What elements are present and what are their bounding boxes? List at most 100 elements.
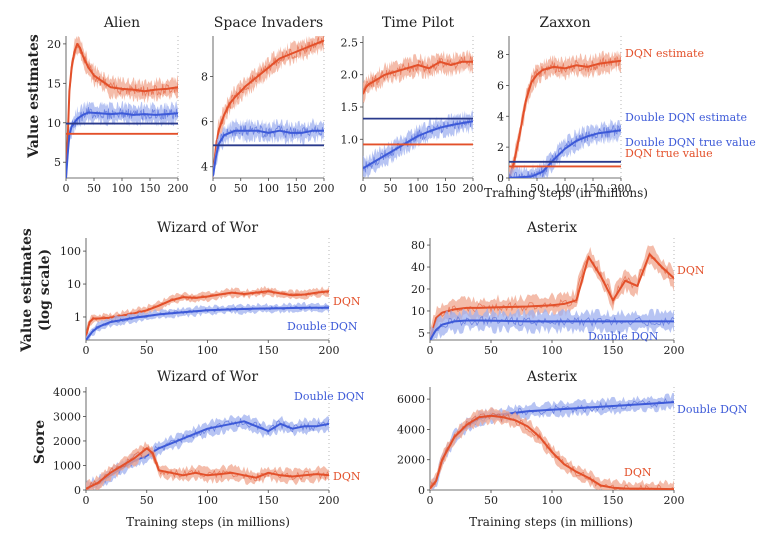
x-tick-label: 50 xyxy=(140,494,154,507)
plot-area xyxy=(86,285,329,340)
series-raw-line-dqn xyxy=(430,412,674,490)
ylabel-bottom: Score xyxy=(32,420,48,464)
series-band-dqn xyxy=(430,406,674,490)
x-tick-label: 150 xyxy=(435,182,456,195)
series-line-double_dqn xyxy=(213,129,324,176)
y-tick-label: 4 xyxy=(201,161,208,174)
y-tick-label: 10 xyxy=(47,117,61,130)
x-tick-label: 0 xyxy=(63,182,70,195)
x-tick-label: 50 xyxy=(530,182,544,195)
x-tick-label: 200 xyxy=(314,182,335,195)
label-wow-value-dqn: DQN xyxy=(333,295,361,308)
x-tick-label: 0 xyxy=(83,344,90,357)
y-tick-label: 2000 xyxy=(397,454,425,467)
label-zaxxon-ddqn-estimate: Double DQN estimate xyxy=(625,111,747,124)
y-tick-label: 8 xyxy=(497,49,504,62)
y-tick-label: 1.0 xyxy=(341,133,359,146)
y-tick-label: 0 xyxy=(418,484,425,497)
x-tick-label: 0 xyxy=(506,182,513,195)
y-tick-label: 0 xyxy=(497,172,504,185)
series-raw-line-double_dqn xyxy=(363,117,473,173)
y-tick-label: 4000 xyxy=(53,386,81,399)
x-tick-label: 50 xyxy=(234,182,248,195)
x-tick-label: 0 xyxy=(427,344,434,357)
subplot-title: Wizard of Wor xyxy=(157,220,258,236)
subplot-title: Zaxxon xyxy=(539,15,590,31)
y-tick-label: 1000 xyxy=(53,459,81,472)
x-tick-label: 200 xyxy=(319,494,340,507)
series-line-dqn xyxy=(86,447,329,490)
x-tick-label: 200 xyxy=(611,182,632,195)
subplot-alien: Alien 0 50 100 150 200 5 10 15 20 xyxy=(47,15,189,195)
x-tick-label: 150 xyxy=(583,182,604,195)
ylabel-middle-line2: (log scale) xyxy=(37,249,53,331)
series-line-double_dqn xyxy=(363,120,473,170)
x-tick-label: 200 xyxy=(664,344,685,357)
plot-area xyxy=(86,414,329,490)
xlabel-top: Training steps (in millions) xyxy=(484,186,648,200)
series-line-double_dqn xyxy=(430,319,674,340)
x-tick-label: 100 xyxy=(197,344,218,357)
subplot-title: Wizard of Wor xyxy=(157,369,258,385)
x-tick-label: 0 xyxy=(427,494,434,507)
y-tick-label: 8 xyxy=(201,71,208,84)
y-tick-label: 4 xyxy=(497,110,504,123)
label-zaxxon-ddqn-true: Double DQN true value xyxy=(625,136,756,149)
x-tick-label: 50 xyxy=(484,494,498,507)
x-tick-label: 50 xyxy=(484,344,498,357)
y-tick-label: 2000 xyxy=(53,435,81,448)
y-tick-label: 20 xyxy=(411,283,425,296)
subplot-title: Space Invaders xyxy=(214,15,323,31)
y-tick-label: 6 xyxy=(201,116,208,129)
plot-area xyxy=(363,49,473,178)
y-tick-label: 2.0 xyxy=(341,69,359,82)
x-tick-label: 150 xyxy=(603,344,624,357)
subplot-title: Time Pilot xyxy=(382,15,455,31)
subplot-space-invaders: Space Invaders 0 50 100 150 200 4 6 8 xyxy=(201,15,335,195)
ylabel-top: Value estimates xyxy=(26,34,42,159)
y-tick-label: 6 xyxy=(497,79,504,92)
series-line-dqn xyxy=(509,59,621,178)
series-line-dqn xyxy=(86,290,329,338)
y-tick-label: 0 xyxy=(74,484,81,497)
x-tick-label: 0 xyxy=(83,494,90,507)
x-tick-label: 0 xyxy=(360,182,367,195)
plot-area xyxy=(509,50,621,178)
label-zaxxon-dqn-estimate: DQN estimate xyxy=(625,47,704,60)
series-band-dqn xyxy=(363,49,473,104)
plot-area xyxy=(430,245,674,340)
plot-area xyxy=(430,393,674,490)
subplot-title: Asterix xyxy=(526,220,577,236)
series-line-double_dqn xyxy=(66,111,178,178)
series-band-dqn xyxy=(66,36,178,178)
x-tick-label: 150 xyxy=(258,494,279,507)
subplot-title: Asterix xyxy=(526,369,577,385)
y-tick-label: 2 xyxy=(497,141,504,154)
x-tick-label: 150 xyxy=(258,344,279,357)
x-tick-label: 50 xyxy=(87,182,101,195)
y-tick-label: 5 xyxy=(418,327,425,340)
y-tick-label: 10 xyxy=(67,278,81,291)
x-tick-label: 100 xyxy=(408,182,429,195)
series-band-dqn xyxy=(213,36,324,178)
label-asterix-value-dqn: DQN xyxy=(677,264,705,277)
ylabel-middle-line1: Value estimates xyxy=(19,228,35,353)
series-band-double_dqn xyxy=(213,117,324,178)
x-tick-label: 200 xyxy=(319,344,340,357)
subplot-asterix-value: Asterix 0 50 100 150 200 5 10 20 40 80 xyxy=(411,220,685,357)
y-tick-label: 2.5 xyxy=(341,36,359,49)
x-tick-label: 200 xyxy=(664,494,685,507)
x-tick-label: 50 xyxy=(384,182,398,195)
series-line-dqn xyxy=(430,414,674,490)
series-line-dqn xyxy=(66,42,178,178)
series-line-dqn xyxy=(430,253,674,340)
x-tick-label: 100 xyxy=(555,182,576,195)
subplot-time-pilot: Time Pilot 0 50 100 150 200 1.0 1.5 2.0 2.5 xyxy=(341,15,484,195)
subplot-wizard-of-wor-value: Wizard of Wor 0 50 100 150 200 1 10 100 xyxy=(60,220,340,357)
plot-area xyxy=(66,36,178,178)
y-tick-label: 40 xyxy=(411,261,425,274)
x-tick-label: 100 xyxy=(112,182,133,195)
x-tick-label: 50 xyxy=(140,344,154,357)
y-tick-label: 5 xyxy=(54,156,61,169)
